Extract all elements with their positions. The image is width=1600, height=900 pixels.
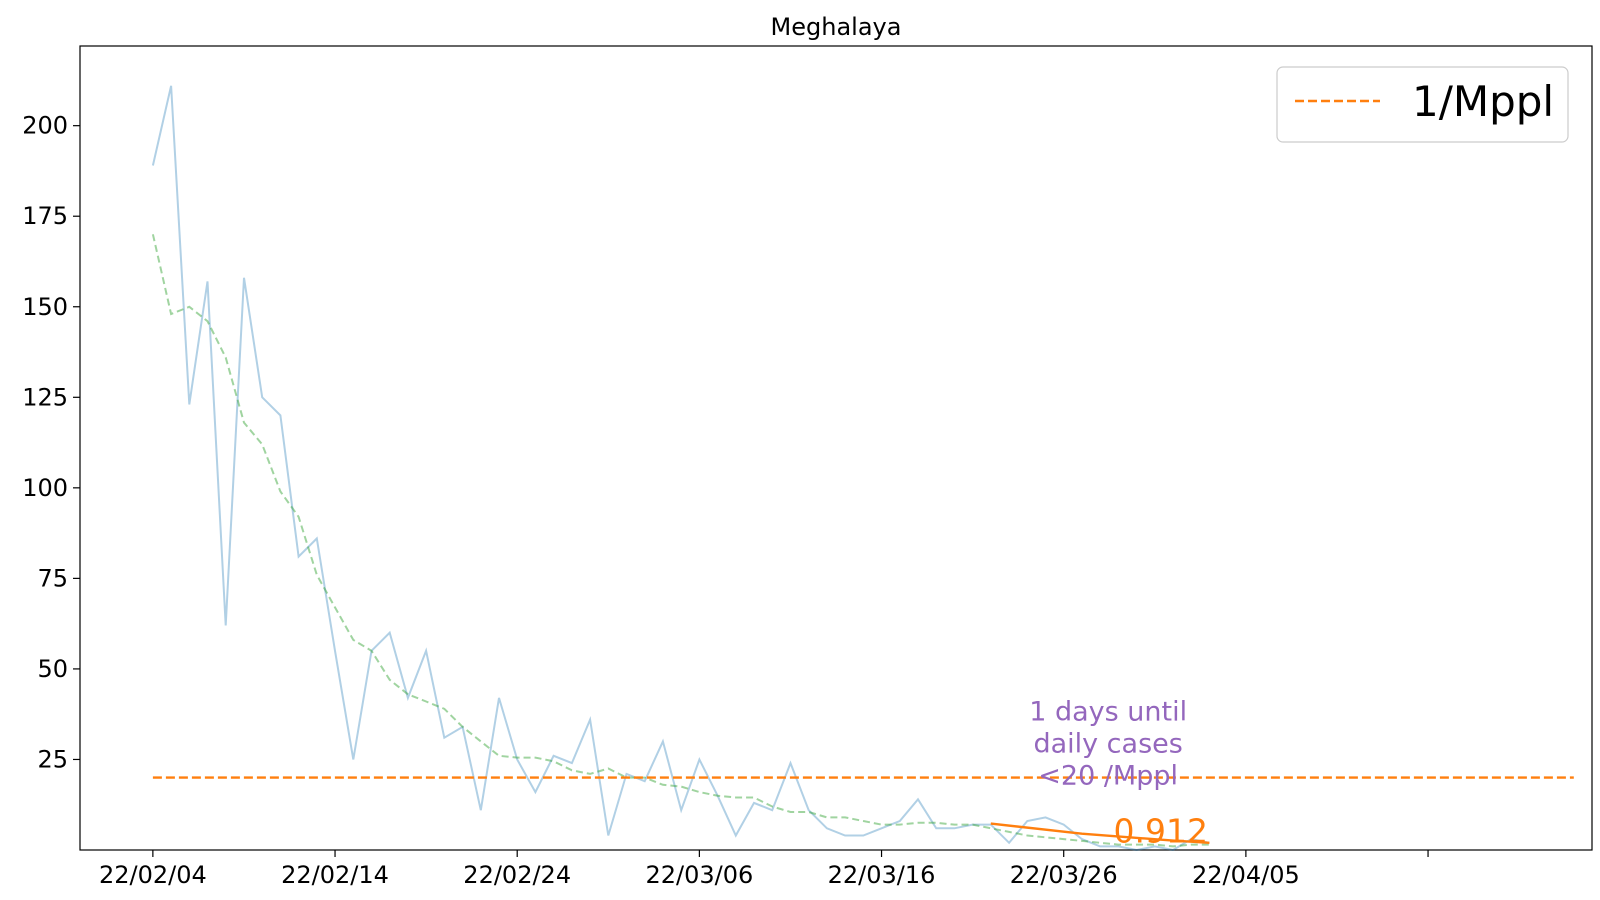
x-tick-label: 22/02/04 (99, 861, 207, 889)
y-tick-label: 25 (37, 745, 68, 773)
y-tick-label: 175 (22, 202, 68, 230)
plot-frame (79, 45, 1593, 851)
annotation-fit-value: 0.912 (1114, 812, 1208, 851)
y-tick-label: 75 (37, 564, 68, 592)
x-tick-label: 22/03/16 (828, 861, 936, 889)
x-tick-label: 22/02/14 (281, 861, 389, 889)
series-layer (151, 85, 1574, 852)
x-tick-label: 22/03/06 (645, 861, 753, 889)
y-tick-label: 100 (22, 474, 68, 502)
x-tick-label: 22/04/05 (1192, 861, 1300, 889)
y-tick-label: 150 (22, 293, 68, 321)
x-tick-label: 22/03/26 (1010, 861, 1118, 889)
y-tick-label: 50 (37, 655, 68, 683)
y-tick-label: 125 (22, 383, 68, 411)
y-tick-label: 200 (22, 112, 68, 140)
legend: 1/Mppl (1276, 66, 1569, 143)
annotation-days-until-line: 1 days until (1029, 696, 1187, 727)
chart-title: Meghalaya (771, 13, 902, 41)
annotation-days-until-line: daily cases (1033, 728, 1182, 759)
annotation-days-until-line: <20 /Mppl (1038, 760, 1178, 791)
series-line-fit (990, 822, 1210, 844)
axis-ticks: 25 50 75 100 125 150 175 200 22/02/04 22/02/14 22/… (22, 112, 1429, 889)
legend-label-threshold: 1/Mppl (1412, 77, 1554, 126)
series-line-smoothed (151, 234, 1210, 848)
legend-box (1276, 66, 1569, 143)
series-line-daily (151, 85, 1210, 852)
x-tick-label: 22/02/24 (463, 861, 571, 889)
